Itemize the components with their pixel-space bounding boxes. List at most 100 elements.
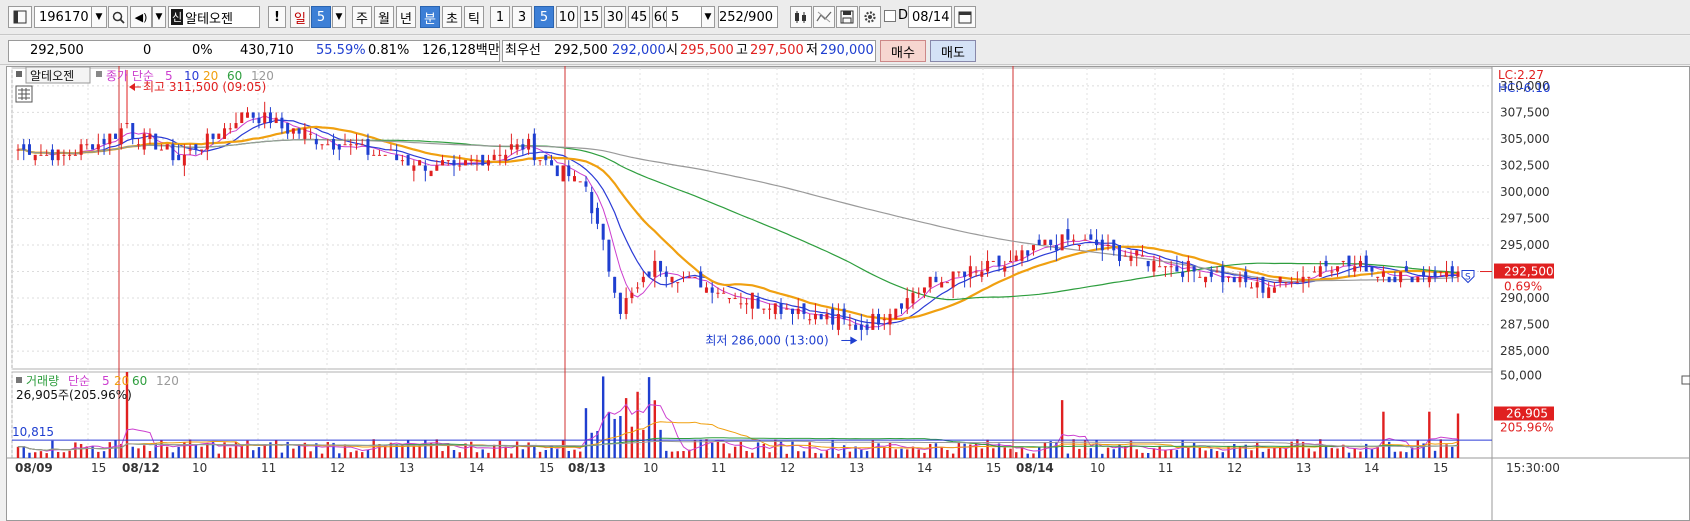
volume-bar — [1261, 451, 1265, 458]
volume-bar — [1387, 441, 1391, 458]
period-day-dropdown[interactable]: ▼ — [332, 6, 346, 28]
candle-body — [108, 133, 112, 145]
signal-shield-letter: S — [1465, 273, 1471, 283]
chart-area[interactable]: 310,000 307,500 305,000 302,500 300,000 297,5… — [6, 66, 1690, 521]
volume-bar — [240, 445, 243, 458]
search-button[interactable] — [108, 6, 128, 28]
interval-45-button[interactable]: 45 — [628, 6, 650, 28]
candle-body — [1118, 245, 1122, 261]
settings-button[interactable] — [859, 6, 881, 28]
period-day-count[interactable]: 5 — [311, 6, 331, 28]
candle-body — [429, 170, 433, 177]
candle-body — [1364, 255, 1368, 272]
interval-5-button[interactable]: 5 — [534, 6, 554, 28]
volume-bar — [963, 443, 966, 458]
candle-body — [492, 154, 496, 161]
candle-body — [1209, 271, 1213, 277]
interval-30-button[interactable]: 30 — [604, 6, 626, 28]
period-tick-button[interactable]: 틱 — [464, 6, 484, 28]
candle-body — [142, 133, 146, 150]
volume-bar — [429, 442, 433, 458]
save-button[interactable] — [836, 6, 858, 28]
volume-bar — [97, 451, 100, 458]
sell-button[interactable]: 매도 — [930, 40, 976, 62]
candle-body — [1106, 245, 1110, 247]
candle-body — [1324, 260, 1328, 267]
volume-bar — [733, 446, 737, 458]
volume-bar — [1284, 447, 1288, 458]
volume-bar — [498, 440, 502, 458]
volume-bar — [39, 451, 43, 458]
interval-15-button[interactable]: 15 — [580, 6, 602, 28]
interval-10-button[interactable]: 10 — [556, 6, 578, 28]
interval-3-button[interactable]: 3 — [512, 6, 532, 28]
volume-bar — [1376, 446, 1379, 458]
candle-body — [722, 292, 726, 294]
period-year-button[interactable]: 년 — [396, 6, 416, 28]
period-week-button[interactable]: 주 — [352, 6, 372, 28]
custom-interval-input[interactable]: 5 — [666, 6, 702, 28]
period-second-button[interactable]: 초 — [442, 6, 462, 28]
candle-body — [710, 287, 714, 293]
code-dropdown-button[interactable]: ▼ — [91, 6, 107, 28]
period-month-button[interactable]: 월 — [374, 6, 394, 28]
compare-button[interactable] — [813, 6, 835, 28]
calendar-button[interactable] — [954, 6, 976, 28]
low-marker-icon — [850, 336, 858, 345]
candle-body — [509, 144, 513, 150]
price-axis-tick: 297,500 — [1500, 212, 1550, 226]
volume-bar — [974, 443, 978, 458]
date-checkbox[interactable] — [884, 10, 896, 22]
period-minute-button[interactable]: 분 — [420, 6, 440, 28]
candle-body — [498, 154, 502, 156]
price-axis-tick: 300,000 — [1500, 185, 1550, 199]
buy-button[interactable]: 매수 — [880, 40, 926, 62]
volume-bar — [808, 442, 811, 458]
volume-bar — [1405, 452, 1408, 458]
volume-bar — [315, 443, 318, 458]
candle-body — [73, 154, 77, 156]
stock-code-input[interactable]: 196170 — [34, 6, 92, 28]
candle-body — [1215, 271, 1219, 273]
candle-body — [1261, 276, 1265, 293]
volume-ma120-line — [17, 440, 1459, 451]
time-axis-label: 08/12 — [122, 461, 160, 475]
candle-body — [1186, 260, 1190, 272]
candle-body — [274, 117, 278, 124]
volume-current-tag-box — [1494, 406, 1554, 421]
volume-bar — [1439, 439, 1442, 458]
interval-1-button[interactable]: 1 — [490, 6, 510, 28]
stock-name-field[interactable]: 신 알테오젠 — [168, 6, 260, 28]
volume-bar — [74, 442, 77, 458]
chart-canvas[interactable]: 310,000 307,500 305,000 302,500 300,000 297,5… — [6, 66, 1690, 521]
sound-button[interactable]: ◀) — [130, 6, 152, 28]
alert-button[interactable]: ! — [268, 6, 286, 28]
volume-bar — [378, 444, 381, 458]
volume-bar — [722, 443, 725, 458]
candle-body — [676, 282, 680, 284]
volume-bar — [567, 450, 570, 458]
candle-body — [791, 308, 795, 314]
date-input[interactable]: 08/14 — [908, 6, 952, 28]
indicator-button[interactable] — [790, 6, 812, 28]
volume-bar — [1141, 452, 1144, 458]
volume-bar — [951, 453, 955, 458]
time-axis-label: 08/09 — [15, 461, 53, 475]
price-change: 0 — [143, 43, 152, 58]
save-icon — [840, 10, 854, 24]
volume-legend-ma20: 20 — [114, 374, 129, 388]
menu-icon[interactable] — [8, 6, 32, 28]
candle-body — [177, 154, 181, 161]
volume-bar — [762, 443, 766, 458]
period-day-button[interactable]: 일 — [290, 6, 310, 28]
candle-body — [1399, 271, 1403, 283]
candle-body — [297, 128, 301, 134]
sound-dropdown-button[interactable]: ▼ — [152, 6, 166, 28]
candle-body — [813, 313, 817, 320]
candle-body — [96, 144, 100, 150]
custom-interval-dropdown[interactable]: ▼ — [701, 6, 715, 28]
candle-body — [458, 165, 462, 167]
data-count-field[interactable]: 252/900 — [718, 6, 778, 28]
candle-body — [659, 260, 663, 272]
candle-body — [871, 313, 875, 330]
